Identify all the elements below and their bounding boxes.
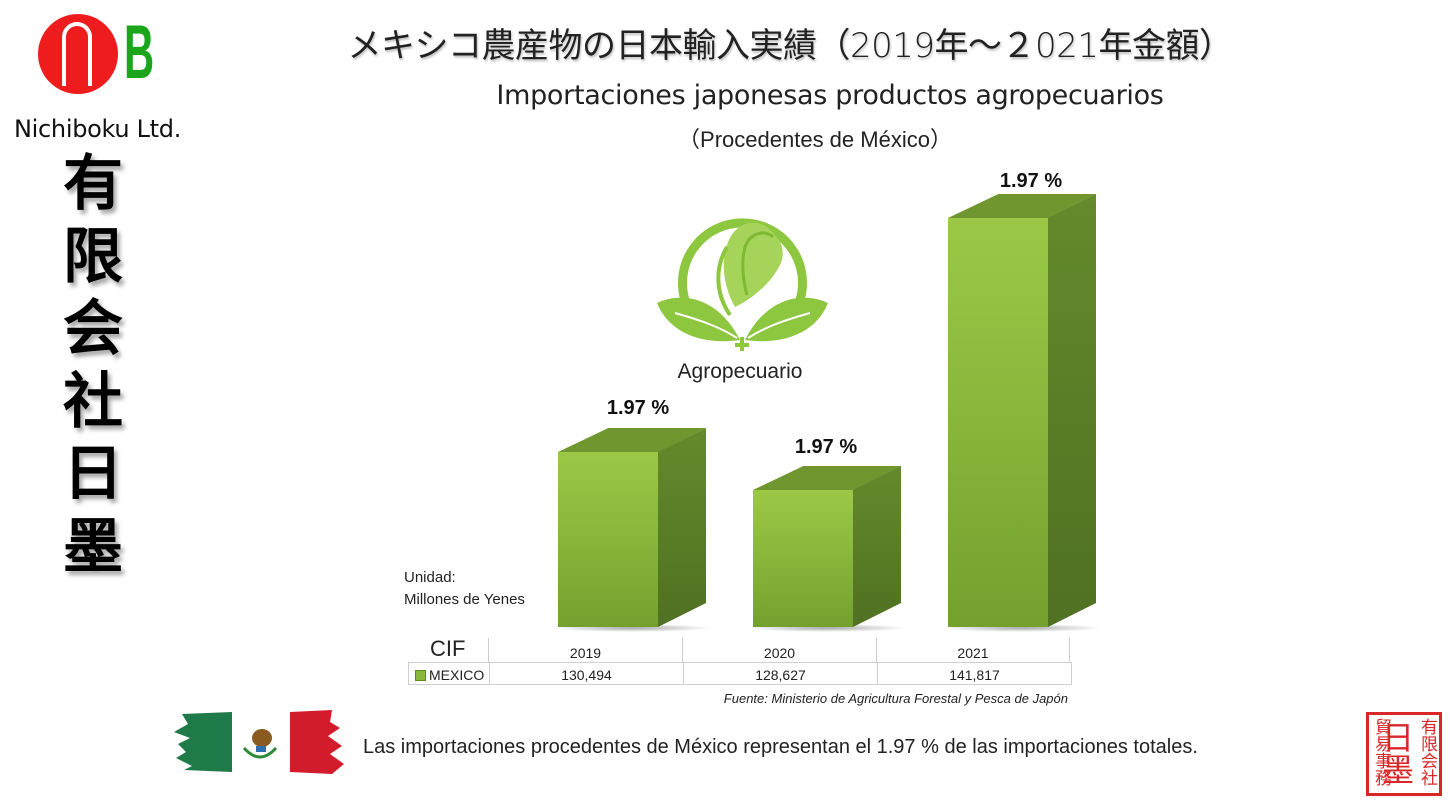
kanji-char: 有 (63, 149, 123, 219)
kanji-char: 日 (63, 439, 123, 509)
agro-lettuce-icon (657, 218, 828, 351)
table-header-row: 2019 2020 2021 (408, 638, 1072, 662)
kanji-char: 会 (63, 294, 123, 364)
page-title-spanish: Importaciones japonesas productos agrope… (496, 80, 1164, 111)
logo-letter-b: B (124, 10, 155, 95)
bar-label-2020: 1.97 % (794, 436, 858, 458)
logo-letter-n-gap (73, 34, 81, 86)
bar-label-2021: 1.97 % (999, 170, 1063, 192)
kanji-char: 社 (63, 366, 123, 437)
unit-label: Unidad: Millones de Yenes (404, 569, 525, 608)
table-header-label: CIF (430, 636, 466, 661)
data-table: 2019 2020 2021 MEXICO 130,494 128,627 14… (408, 638, 1072, 686)
page-subtitle: （Procedentes de México） (678, 127, 952, 152)
source-note: Fuente: Ministerio de Agricultura Forest… (723, 691, 1068, 706)
company-name-kanji: 有 限 会 社 日 墨 (58, 148, 128, 583)
table-cell: 128,627 (683, 663, 877, 684)
kanji-char: 墨 (63, 511, 123, 582)
logo-letter-n (62, 22, 92, 86)
page-title-japanese: メキシコ農産物の日本輸入実績（2019年〜２021年金額） (347, 26, 1233, 66)
company-seal-stamp: 有限会社 日墨 貿易事務 (1366, 712, 1442, 796)
table-cell: 130,494 (489, 663, 683, 684)
table-row: MEXICO 130,494 128,627 141,817 (408, 662, 1072, 685)
footer-summary-text: Las importaciones procedentes de México … (363, 736, 1198, 758)
kanji-char: 限 (63, 221, 123, 292)
table-header-cell: 2020 (682, 638, 876, 662)
table-header-cell: 2021 (876, 638, 1070, 662)
mexico-flag-icon (174, 710, 344, 774)
row-label: MEXICO (429, 667, 485, 683)
table-cell: 141,817 (877, 663, 1071, 684)
legend-swatch (415, 670, 426, 681)
bar-label-2019: 1.97 % (606, 397, 670, 419)
company-name: Nichiboku Ltd. (14, 115, 182, 143)
table-header-cell: 2019 (488, 638, 682, 662)
agro-icon-label: Agropecuario (677, 360, 803, 383)
